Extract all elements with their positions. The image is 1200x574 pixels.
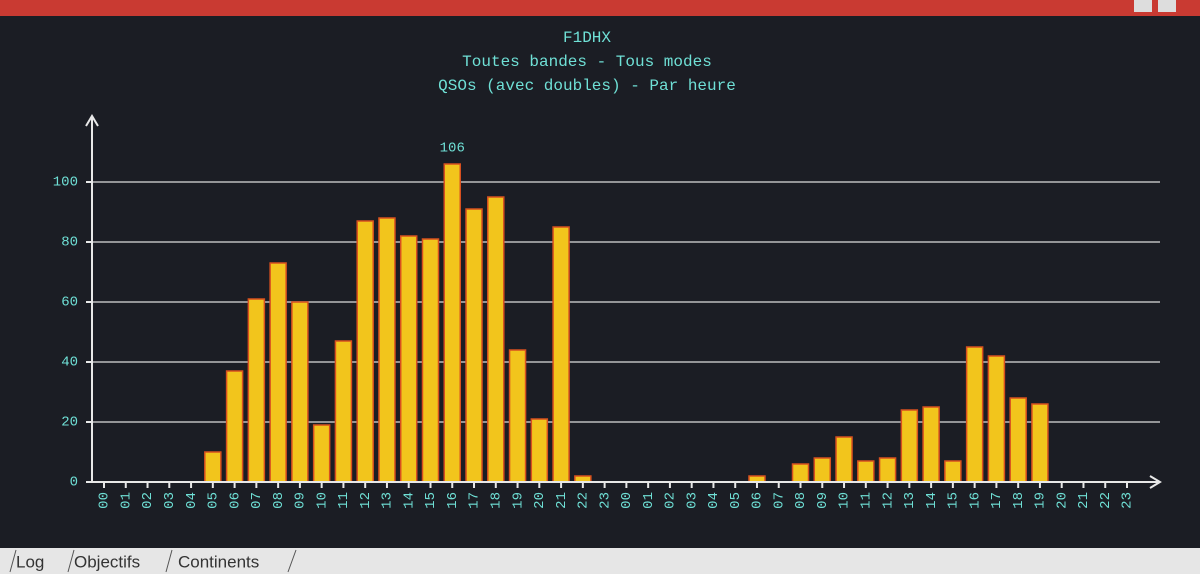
x-tick-label: 06 bbox=[750, 492, 766, 509]
x-tick-label: 19 bbox=[510, 492, 526, 509]
x-tick-label: 02 bbox=[663, 492, 679, 509]
bar bbox=[1009, 397, 1027, 483]
chart-subtitle: Toutes bandes - Tous modes bbox=[462, 53, 712, 71]
x-tick-label: 15 bbox=[946, 492, 962, 509]
x-tick-label: 13 bbox=[380, 492, 396, 509]
x-tick-label: 11 bbox=[859, 492, 875, 509]
x-tick-label: 05 bbox=[728, 492, 744, 509]
y-tick-label: 20 bbox=[61, 415, 78, 431]
window-button[interactable] bbox=[1158, 0, 1176, 12]
bar bbox=[922, 406, 940, 483]
tab[interactable]: Continents bbox=[178, 552, 259, 571]
bar bbox=[944, 460, 962, 483]
x-tick-label: 12 bbox=[358, 492, 374, 509]
bar bbox=[857, 460, 875, 483]
bar bbox=[987, 355, 1006, 483]
x-tick-label: 10 bbox=[314, 492, 330, 509]
x-tick-label: 15 bbox=[423, 492, 439, 509]
tab-strip bbox=[0, 548, 1200, 574]
tab[interactable]: Log bbox=[16, 552, 44, 571]
tab[interactable]: Objectifs bbox=[74, 552, 140, 571]
bar bbox=[900, 409, 919, 483]
x-tick-label: 16 bbox=[445, 492, 461, 509]
bar bbox=[530, 418, 549, 483]
x-tick-label: 22 bbox=[1098, 492, 1114, 509]
bar bbox=[508, 349, 527, 483]
x-tick-label: 09 bbox=[815, 492, 831, 509]
bar bbox=[378, 217, 396, 483]
chart-subtitle: QSOs (avec doubles) - Par heure bbox=[438, 77, 736, 95]
x-tick-label: 08 bbox=[271, 492, 287, 509]
bar bbox=[291, 301, 309, 483]
x-tick-label: 04 bbox=[706, 492, 722, 509]
bar bbox=[421, 238, 440, 483]
y-tick-label: 60 bbox=[61, 295, 78, 311]
bar bbox=[312, 424, 331, 483]
x-tick-label: 00 bbox=[619, 492, 635, 509]
x-tick-label: 18 bbox=[488, 492, 504, 509]
x-tick-label: 14 bbox=[401, 492, 417, 509]
bar bbox=[965, 346, 984, 483]
x-tick-label: 19 bbox=[1033, 492, 1049, 509]
x-tick-label: 01 bbox=[118, 492, 134, 509]
bar bbox=[247, 298, 266, 483]
x-tick-label: 07 bbox=[771, 492, 787, 509]
x-tick-label: 18 bbox=[1011, 492, 1027, 509]
axes bbox=[85, 114, 1162, 489]
y-tick-label: 80 bbox=[61, 235, 78, 251]
bar bbox=[465, 208, 483, 483]
bar bbox=[835, 436, 853, 483]
x-tick-label: 09 bbox=[293, 492, 309, 509]
x-tick-label: 10 bbox=[837, 492, 853, 509]
y-tick-label: 40 bbox=[61, 355, 78, 371]
chart-title: F1DHX bbox=[563, 29, 611, 47]
x-tick-label: 03 bbox=[684, 492, 700, 509]
bar bbox=[269, 262, 287, 483]
bar bbox=[204, 451, 222, 483]
x-tick-label: 17 bbox=[467, 492, 483, 509]
x-tick-label: 21 bbox=[554, 492, 570, 509]
x-tick-label: 07 bbox=[249, 492, 265, 509]
x-tick-label: 01 bbox=[641, 492, 657, 509]
y-tick-label: 0 bbox=[70, 475, 78, 491]
tab-divider bbox=[9, 549, 297, 573]
value-label: 106 bbox=[440, 141, 465, 157]
window-button[interactable] bbox=[1134, 0, 1152, 12]
bar bbox=[813, 457, 832, 483]
x-tick-label: 16 bbox=[967, 492, 983, 509]
bar bbox=[1031, 403, 1049, 483]
x-tick-label: 04 bbox=[184, 492, 200, 509]
x-tick-label: 17 bbox=[989, 492, 1005, 509]
bar bbox=[552, 226, 570, 483]
x-tick-label: 11 bbox=[336, 492, 352, 509]
x-tick-label: 23 bbox=[597, 492, 613, 509]
bar bbox=[334, 340, 353, 483]
x-tick-label: 06 bbox=[227, 492, 243, 509]
bar bbox=[487, 196, 505, 483]
x-tick-label: 08 bbox=[793, 492, 809, 509]
bar bbox=[878, 457, 897, 483]
x-tick-label: 20 bbox=[532, 492, 548, 509]
x-tick-label: 14 bbox=[924, 492, 940, 509]
title-bar bbox=[0, 0, 1200, 16]
x-tick-label: 00 bbox=[97, 492, 113, 509]
x-tick-label: 21 bbox=[1076, 492, 1092, 509]
x-tick-label: 12 bbox=[880, 492, 896, 509]
x-tick-label: 20 bbox=[1054, 492, 1070, 509]
bar bbox=[443, 163, 462, 483]
bar bbox=[356, 220, 374, 483]
bar bbox=[791, 463, 810, 483]
x-tick-label: 03 bbox=[162, 492, 178, 509]
x-tick-label: 13 bbox=[902, 492, 918, 509]
x-tick-label: 05 bbox=[206, 492, 222, 509]
bar bbox=[399, 235, 418, 483]
x-tick-label: 22 bbox=[576, 492, 592, 509]
y-tick-label: 100 bbox=[53, 175, 78, 191]
x-tick-label: 02 bbox=[140, 492, 156, 509]
x-tick-label: 23 bbox=[1120, 492, 1136, 509]
bar bbox=[225, 370, 244, 483]
